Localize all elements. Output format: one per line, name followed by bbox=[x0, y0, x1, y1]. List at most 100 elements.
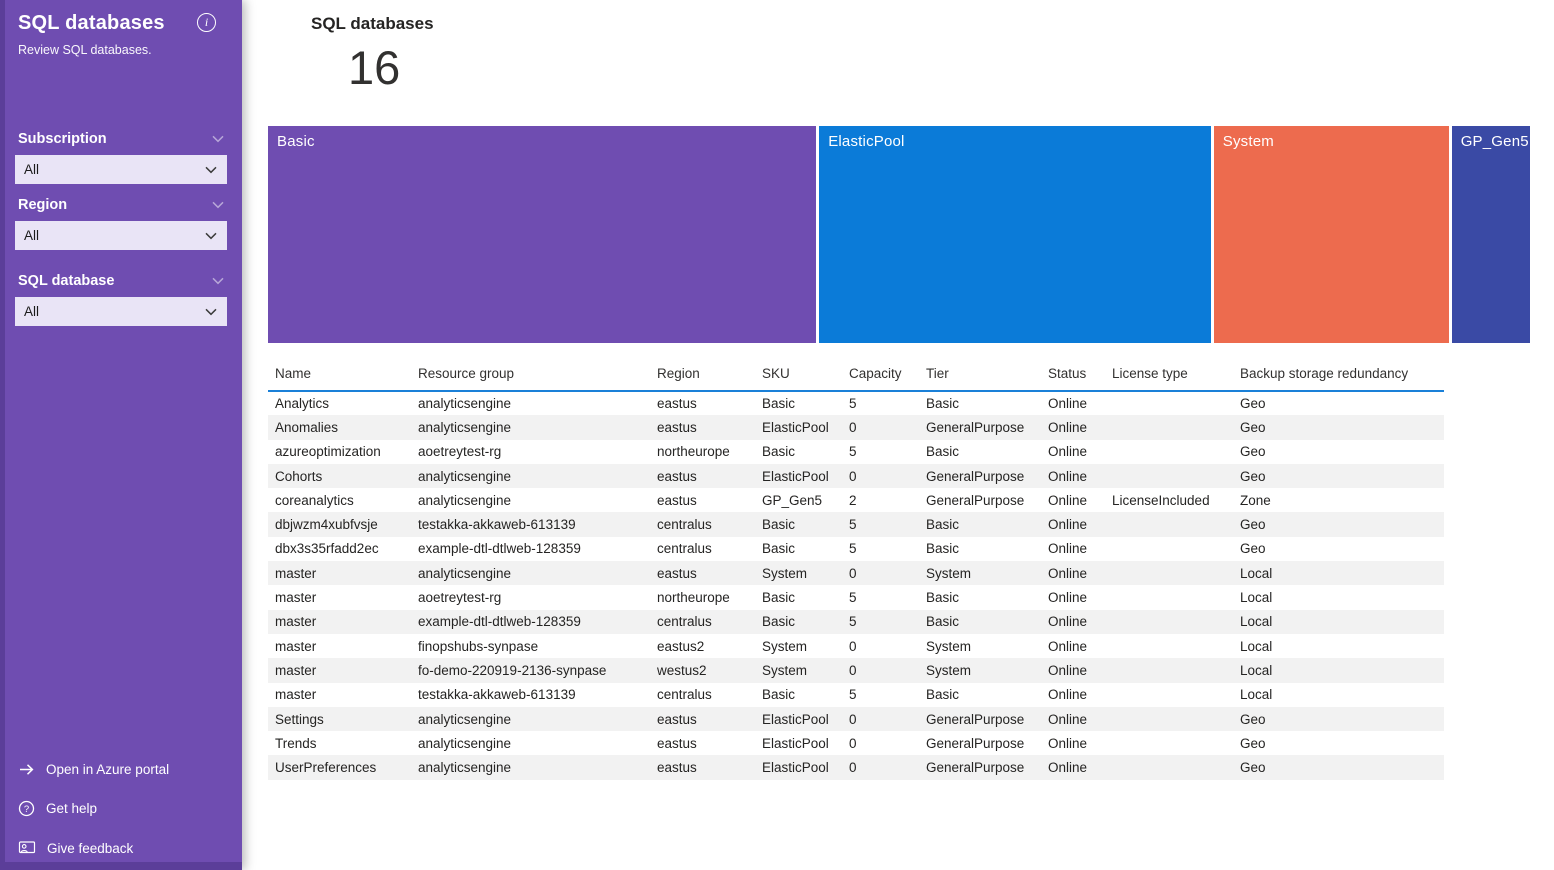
column-header-name[interactable]: Name bbox=[275, 366, 312, 381]
column-header-sku[interactable]: SKU bbox=[762, 366, 790, 381]
table-row[interactable]: master finopshubs-synpase eastus2 System 0 Sy… bbox=[268, 634, 1444, 658]
table-cell: Local bbox=[1240, 638, 1273, 654]
table-cell: example-dtl-dtlweb-128359 bbox=[418, 541, 581, 557]
table-cell: eastus bbox=[657, 760, 697, 776]
table-cell: Analytics bbox=[275, 396, 330, 412]
table-cell: Local bbox=[1240, 687, 1273, 703]
table-row[interactable]: Anomalies analyticsengine eastus ElasticPoo… bbox=[268, 415, 1444, 440]
table-cell: master bbox=[275, 590, 317, 606]
help-circle-icon: ? bbox=[18, 800, 35, 817]
table-cell: master bbox=[275, 662, 317, 678]
table-cell: GeneralPurpose bbox=[926, 468, 1025, 484]
table-cell: Online bbox=[1048, 492, 1088, 508]
table-cell: Basic bbox=[762, 444, 796, 460]
table-cell: eastus bbox=[657, 396, 697, 412]
parameters-sidebar: SQL databases i Review SQL databases. Su… bbox=[0, 0, 242, 870]
table-cell: Zone bbox=[1240, 492, 1271, 508]
parameter-region: Region All bbox=[15, 197, 227, 250]
table-cell: Settings bbox=[275, 711, 324, 727]
table-row[interactable]: master testakka-akkaweb-613139 centralus Ba… bbox=[268, 683, 1444, 707]
parameter-list: Subscription All Region All SQL database All bbox=[0, 131, 242, 326]
table-row[interactable]: Cohorts analyticsengine eastus ElasticPool 0… bbox=[268, 463, 1444, 489]
table-row[interactable]: master fo-demo-220919-2136-synpase westus2… bbox=[268, 658, 1444, 683]
table-cell: analyticsengine bbox=[418, 565, 512, 581]
table-cell: Basic bbox=[926, 396, 960, 412]
table-row[interactable]: UserPreferences analyticsengine eastus Elas… bbox=[268, 755, 1444, 780]
table-cell bbox=[1105, 634, 1233, 658]
table-row[interactable]: master aoetreytest-rg northeurope Basic 5 Bas… bbox=[268, 585, 1444, 609]
link-give-feedback[interactable]: Give feedback bbox=[18, 840, 232, 856]
table-row[interactable]: azureoptimization aoetreytest-rg northeuro… bbox=[268, 440, 1444, 464]
subscription-dropdown[interactable]: All bbox=[15, 155, 227, 184]
table-cell: System bbox=[926, 638, 972, 654]
table-cell bbox=[1105, 561, 1233, 585]
table-cell bbox=[1105, 585, 1233, 609]
column-header-resource-group[interactable]: Resource group bbox=[418, 366, 515, 381]
treemap-segment-gp-gen5[interactable]: GP_Gen5 bbox=[1451, 126, 1530, 343]
treemap-segment-elasticpool[interactable]: ElasticPool bbox=[819, 126, 1211, 343]
table-cell: Basic bbox=[926, 444, 960, 460]
table-row[interactable]: dbjwzm4xubfvsje testakka-akkaweb-613139 ce… bbox=[268, 512, 1444, 537]
sidebar-horizontal-scrollbar[interactable] bbox=[0, 862, 242, 870]
column-header-backup-storage-redundancy[interactable]: Backup storage redundancy bbox=[1240, 366, 1409, 381]
link-label: Give feedback bbox=[47, 840, 134, 856]
table-cell: Anomalies bbox=[275, 419, 339, 435]
table-row[interactable]: master example-dtl-dtlweb-128359 centralus… bbox=[268, 609, 1444, 634]
table-cell: Online bbox=[1048, 638, 1088, 654]
table-cell: Geo bbox=[1240, 760, 1266, 776]
segment-label: Basic bbox=[277, 133, 315, 150]
table-cell: Basic bbox=[926, 687, 960, 703]
table-cell: centralus bbox=[657, 614, 712, 630]
table-cell: example-dtl-dtlweb-128359 bbox=[418, 614, 581, 630]
column-header-capacity[interactable]: Capacity bbox=[849, 366, 902, 381]
link-open-in-azure-portal[interactable]: Open in Azure portal bbox=[18, 762, 232, 777]
table-cell: aoetreytest-rg bbox=[418, 590, 502, 606]
table-cell: GeneralPurpose bbox=[926, 419, 1025, 435]
sidebar-subtitle: Review SQL databases. bbox=[18, 43, 152, 57]
region-dropdown[interactable]: All bbox=[15, 221, 227, 250]
treemap-segment-basic[interactable]: Basic bbox=[268, 126, 817, 343]
table-cell bbox=[1105, 391, 1233, 415]
sidebar-scrollbar[interactable] bbox=[0, 0, 5, 870]
database-count: 16 bbox=[348, 41, 401, 94]
table-row[interactable]: coreanalytics analyticsengine eastus GP_Gen… bbox=[268, 488, 1444, 512]
table-cell: System bbox=[762, 662, 808, 678]
sql-database-dropdown[interactable]: All bbox=[15, 297, 227, 326]
parameter-subscription: Subscription All bbox=[15, 131, 227, 184]
table-cell: Online bbox=[1048, 541, 1088, 557]
table-cell: master bbox=[275, 565, 317, 581]
table-cell: ElasticPool bbox=[762, 711, 829, 727]
table-cell: ElasticPool bbox=[762, 735, 829, 751]
table-cell bbox=[1105, 707, 1233, 731]
feedback-person-icon bbox=[18, 840, 36, 856]
column-header-region[interactable]: Region bbox=[657, 366, 700, 381]
parameter-label: SQL database bbox=[18, 273, 115, 289]
table-cell: analyticsengine bbox=[418, 760, 512, 776]
table-cell: centralus bbox=[657, 687, 712, 703]
column-header-tier[interactable]: Tier bbox=[926, 366, 949, 381]
table-row[interactable]: master analyticsengine eastus System 0 System… bbox=[268, 561, 1444, 586]
info-icon[interactable]: i bbox=[197, 13, 216, 32]
table-cell: analyticsengine bbox=[418, 396, 512, 412]
link-label: Open in Azure portal bbox=[46, 762, 170, 777]
column-header-status[interactable]: Status bbox=[1048, 366, 1087, 381]
treemap-segment-system[interactable]: System bbox=[1213, 126, 1449, 343]
table-cell: azureoptimization bbox=[275, 444, 381, 460]
table-cell: Cohorts bbox=[275, 468, 323, 484]
dropdown-value: All bbox=[24, 228, 40, 243]
segment-label: GP_Gen5 bbox=[1460, 133, 1529, 150]
table-cell: master bbox=[275, 687, 317, 703]
table-cell: ElasticPool bbox=[762, 760, 829, 776]
table-row[interactable]: Analytics analyticsengine eastus Basic 5 Basi… bbox=[268, 391, 1444, 415]
parameter-label: Subscription bbox=[18, 131, 107, 147]
dropdown-value: All bbox=[24, 304, 40, 319]
table-cell: Local bbox=[1240, 565, 1273, 581]
table-cell: Basic bbox=[926, 614, 960, 630]
link-get-help[interactable]: ? Get help bbox=[18, 800, 232, 817]
table-row[interactable]: dbx3s35rfadd2ec example-dtl-dtlweb-128359… bbox=[268, 537, 1444, 561]
table-cell: analyticsengine bbox=[418, 735, 512, 751]
table-row[interactable]: Settings analyticsengine eastus ElasticPool… bbox=[268, 706, 1444, 732]
column-header-license-type[interactable]: License type bbox=[1112, 366, 1188, 381]
table-cell: aoetreytest-rg bbox=[418, 444, 502, 460]
table-row[interactable]: Trends analyticsengine eastus ElasticPool 0 G… bbox=[268, 731, 1444, 755]
